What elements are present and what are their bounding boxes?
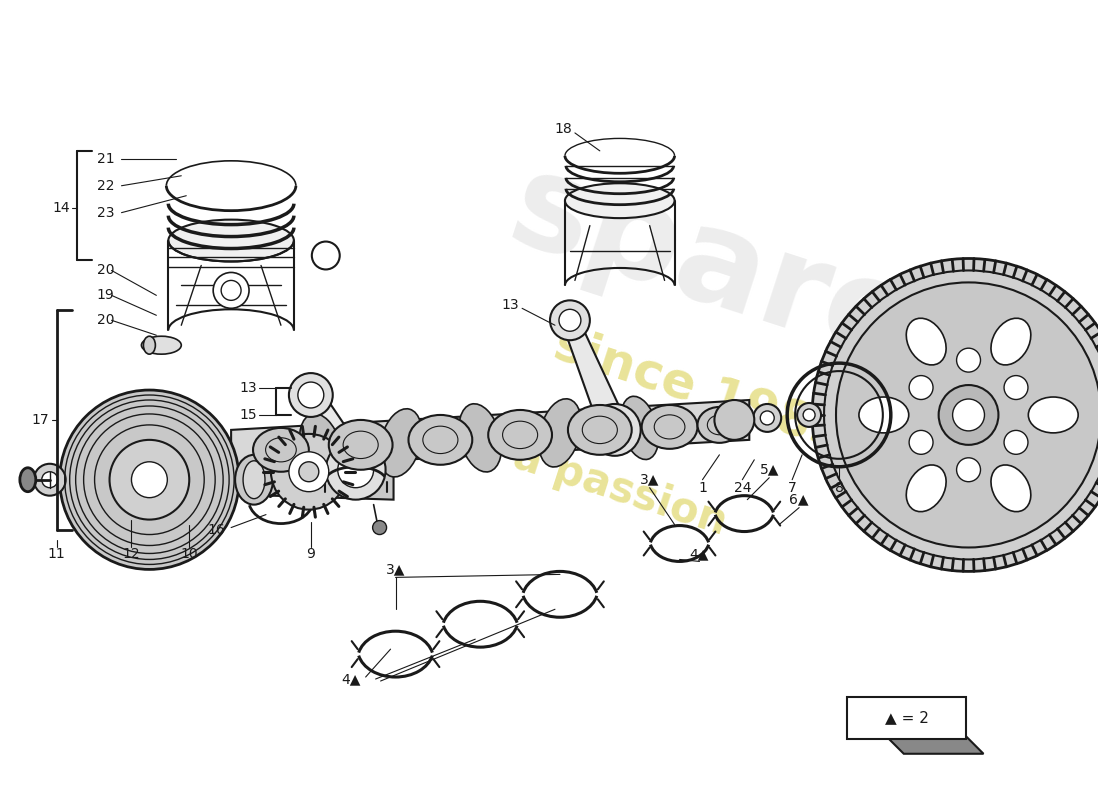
Text: since 1985: since 1985 [548,321,851,460]
Text: 7: 7 [788,481,796,494]
Circle shape [289,373,333,417]
Text: 3▲: 3▲ [640,473,659,486]
Ellipse shape [243,461,265,498]
Ellipse shape [620,396,659,459]
Circle shape [559,310,581,331]
Text: 24: 24 [734,481,751,494]
Ellipse shape [906,318,946,365]
Text: 4▲: 4▲ [690,547,710,562]
Text: 4▲: 4▲ [341,672,361,686]
Text: 23: 23 [97,206,114,220]
Ellipse shape [539,399,581,467]
Text: 8: 8 [835,481,844,494]
Circle shape [957,348,980,372]
Circle shape [714,400,755,440]
Ellipse shape [235,455,273,505]
Text: 17: 17 [31,413,48,427]
Ellipse shape [143,336,155,354]
Text: 20: 20 [97,314,114,327]
Circle shape [271,434,346,510]
Circle shape [1004,430,1028,454]
Text: ▲ = 2: ▲ = 2 [884,710,928,726]
Circle shape [298,382,323,408]
Circle shape [132,462,167,498]
Circle shape [803,409,815,421]
Polygon shape [301,390,370,478]
Polygon shape [869,719,983,754]
Circle shape [957,458,980,482]
Text: 18: 18 [554,122,572,136]
Circle shape [1004,375,1028,399]
Ellipse shape [459,404,502,472]
Circle shape [42,472,57,488]
Text: a passion: a passion [507,435,732,544]
Text: 12: 12 [122,547,141,562]
Text: 3▲: 3▲ [386,562,405,577]
Ellipse shape [991,318,1031,365]
Text: 21: 21 [97,152,114,166]
Circle shape [909,375,933,399]
Circle shape [221,281,241,300]
Circle shape [299,462,319,482]
Circle shape [760,411,774,425]
Ellipse shape [408,415,472,465]
Polygon shape [241,455,394,500]
Text: 15: 15 [240,408,257,422]
Circle shape [953,399,984,431]
Text: 6▲: 6▲ [790,493,808,506]
Ellipse shape [906,465,946,512]
Ellipse shape [329,420,393,470]
Circle shape [909,430,933,454]
Circle shape [550,300,590,340]
Ellipse shape [991,465,1031,512]
Ellipse shape [253,428,309,472]
Text: 11: 11 [47,547,66,562]
Circle shape [754,404,781,432]
Circle shape [824,270,1100,559]
Text: 9: 9 [307,547,316,562]
Circle shape [213,273,249,308]
Text: 13: 13 [502,298,519,312]
Text: 16: 16 [207,522,226,537]
Circle shape [600,415,629,445]
Ellipse shape [488,410,552,460]
Circle shape [373,521,386,534]
Ellipse shape [168,220,294,262]
Ellipse shape [859,397,909,433]
Ellipse shape [20,468,36,492]
Text: 14: 14 [53,201,70,214]
Ellipse shape [565,183,674,218]
Circle shape [289,452,329,492]
Ellipse shape [641,405,697,449]
Polygon shape [231,400,749,470]
Ellipse shape [379,409,421,477]
Circle shape [938,385,999,445]
Text: 5▲: 5▲ [759,462,779,477]
Circle shape [812,258,1100,571]
FancyBboxPatch shape [847,697,966,739]
Text: 13: 13 [240,381,257,395]
Text: 20: 20 [97,263,114,278]
Circle shape [34,464,66,496]
Circle shape [338,452,374,488]
Ellipse shape [697,407,741,443]
Text: 19: 19 [97,288,114,302]
Ellipse shape [142,336,182,354]
Circle shape [798,403,821,427]
Circle shape [326,440,386,500]
Circle shape [59,390,239,570]
Text: spares: spares [494,143,1004,418]
Circle shape [110,440,189,519]
Text: 10: 10 [180,547,198,562]
Circle shape [588,404,640,456]
Text: 22: 22 [97,178,114,193]
Circle shape [836,282,1100,547]
Ellipse shape [299,414,342,482]
Text: 1: 1 [698,481,707,494]
Polygon shape [562,317,628,435]
Ellipse shape [1028,397,1078,433]
Ellipse shape [568,405,631,455]
